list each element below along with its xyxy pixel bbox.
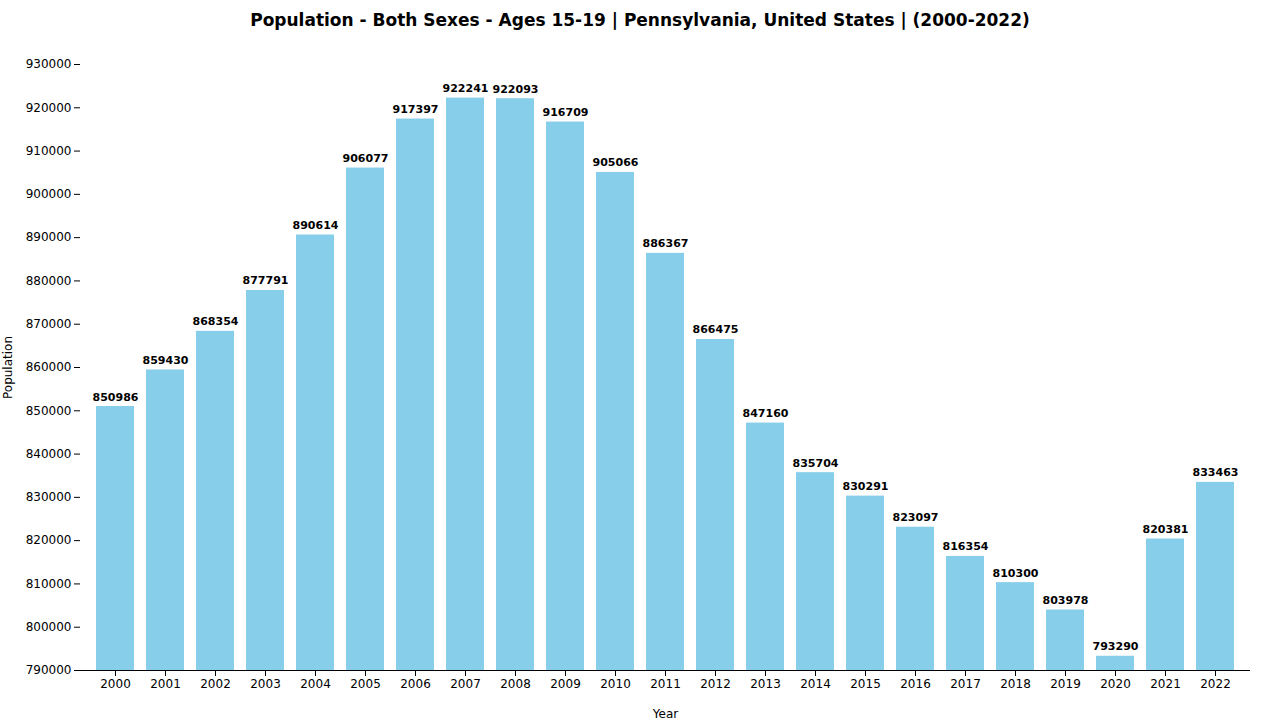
html-text:Population - Both Sexes - Ages: Population - Both Sexes - Ages 15-19 | P… — [250, 10, 1030, 30]
svg-text:866475: 866475 — [693, 323, 739, 336]
svg-text:820381: 820381 — [1143, 523, 1189, 536]
svg-text:2015: 2015 — [850, 677, 881, 691]
svg-text:810000: 810000 — [26, 577, 72, 591]
svg-text:2007: 2007 — [450, 677, 481, 691]
svg-text:803978: 803978 — [1043, 594, 1089, 607]
svg-text:886367: 886367 — [643, 237, 689, 250]
svg-text:2002: 2002 — [200, 677, 231, 691]
svg-text:820000: 820000 — [26, 533, 72, 547]
svg-text:810300: 810300 — [993, 567, 1039, 580]
svg-text:847160: 847160 — [743, 407, 789, 420]
svg-text:2011: 2011 — [650, 677, 681, 691]
svg-text:793290: 793290 — [1093, 640, 1139, 653]
svg-text:906077: 906077 — [343, 152, 389, 165]
svg-text:2022: 2022 — [1200, 677, 1231, 691]
svg-text:910000: 910000 — [26, 144, 72, 158]
svg-text:2000: 2000 — [100, 677, 131, 691]
svg-text:877791: 877791 — [243, 274, 289, 287]
svg-text:2003: 2003 — [250, 677, 281, 691]
svg-text:2013: 2013 — [750, 677, 781, 691]
svg-text:860000: 860000 — [26, 360, 72, 374]
svg-text:2009: 2009 — [550, 677, 581, 691]
svg-text:816354: 816354 — [943, 540, 989, 553]
svg-text:859430: 859430 — [143, 354, 189, 367]
svg-text:2012: 2012 — [700, 677, 731, 691]
svg-text:833463: 833463 — [1193, 466, 1239, 479]
svg-text:930000: 930000 — [26, 57, 72, 71]
svg-text:2006: 2006 — [400, 677, 431, 691]
svg-text:900000: 900000 — [26, 187, 72, 201]
svg-text:922241: 922241 — [443, 82, 489, 95]
svg-text:920000: 920000 — [26, 101, 72, 115]
svg-text:880000: 880000 — [26, 274, 72, 288]
svg-text:2019: 2019 — [1050, 677, 1081, 691]
svg-text:2017: 2017 — [950, 677, 981, 691]
svg-text:2005: 2005 — [350, 677, 381, 691]
svg-text:2004: 2004 — [300, 677, 331, 691]
svg-text:850986: 850986 — [93, 391, 139, 404]
svg-text:790000: 790000 — [26, 663, 72, 677]
svg-text:2021: 2021 — [1150, 677, 1181, 691]
svg-text:916709: 916709 — [543, 106, 589, 119]
svg-text:905066: 905066 — [593, 156, 639, 169]
svg-text:Year: Year — [652, 707, 678, 720]
svg-text:830000: 830000 — [26, 490, 72, 504]
svg-text:2014: 2014 — [800, 677, 831, 691]
svg-text:835704: 835704 — [793, 457, 839, 470]
svg-text:2010: 2010 — [600, 677, 631, 691]
svg-text:823097: 823097 — [893, 511, 939, 524]
svg-text:830291: 830291 — [843, 480, 889, 493]
svg-text:868354: 868354 — [193, 315, 239, 328]
svg-text:890000: 890000 — [26, 230, 72, 244]
svg-text:850000: 850000 — [26, 404, 72, 418]
svg-text:922093: 922093 — [493, 83, 539, 96]
svg-text:Population: Population — [1, 336, 15, 399]
svg-text:2018: 2018 — [1000, 677, 1031, 691]
svg-text:2008: 2008 — [500, 677, 531, 691]
svg-text:890614: 890614 — [293, 219, 339, 232]
svg-text:2020: 2020 — [1100, 677, 1131, 691]
svg-text:800000: 800000 — [26, 620, 72, 634]
svg-text:2001: 2001 — [150, 677, 181, 691]
svg-text:917397: 917397 — [393, 103, 439, 116]
svg-text:840000: 840000 — [26, 447, 72, 461]
svg-text:2016: 2016 — [900, 677, 931, 691]
svg-text:870000: 870000 — [26, 317, 72, 331]
